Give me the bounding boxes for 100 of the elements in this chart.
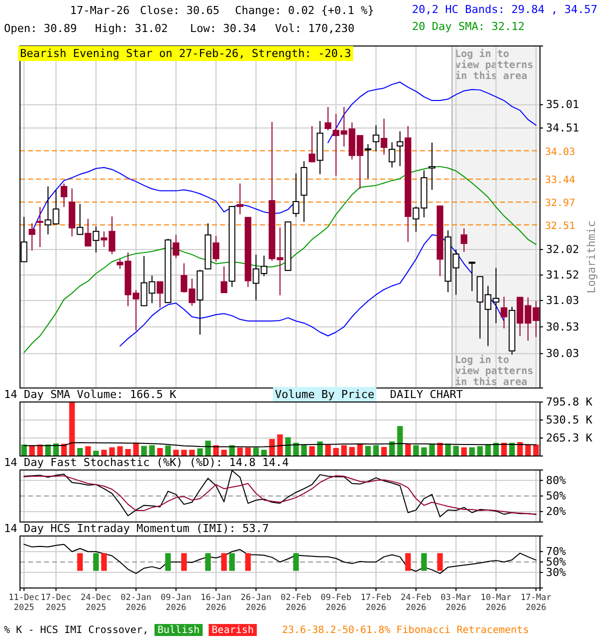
legend-title: % K - HCS IMI Crossover, [4,625,148,636]
y-tick-label: 795.8 K [546,396,593,409]
bar [245,448,251,456]
bar [77,448,83,456]
y-tick-label: 50% [546,490,566,503]
x-tick-label: 11-Dec 2025 [8,593,40,613]
candlestick [172,234,180,259]
text: 20,2 HC Bands: 29.84 , 34.57 [412,3,598,16]
bar [69,402,75,456]
bar [309,446,315,456]
candlestick [60,183,68,208]
bar [181,450,187,456]
y-tick-label: 20% [546,505,566,518]
bar [293,442,299,456]
bar [453,446,459,456]
bar [149,445,155,456]
candlestick [428,142,436,190]
x-tick-label: 17-Feb 2026 [360,593,392,613]
x-tick-label: 10-Mar 2026 [480,593,512,613]
candlestick [212,235,220,262]
bar [405,444,411,456]
candlestick [36,206,44,248]
y-tick-label: 530.5 K [546,414,593,427]
candlestick [220,266,228,294]
bar [493,442,499,456]
candlestick [308,126,316,163]
bar [413,445,419,456]
bar [349,446,355,456]
text: Low: 30.34 [190,22,257,35]
candlestick [380,118,388,156]
bar [165,446,171,456]
bar [517,442,523,456]
bar [509,442,515,456]
bar [197,448,203,456]
bar [341,445,347,456]
bar [357,444,363,456]
bar [45,444,51,456]
candlestick [236,183,244,215]
bar [173,450,179,456]
chart-title: 14 Day HCS Intraday Momentum (IMI): 53.7 [4,522,269,535]
label-tag: Volume By Price [273,387,376,402]
y-tick-label: 70% [546,545,566,558]
bar [477,446,483,456]
x-tick-label: 24-Dec 2025 [80,593,112,613]
text: Bearish [212,625,254,636]
y-tick-label: 80% [546,474,566,487]
text: Bullish [158,625,200,636]
bar [461,447,467,456]
bar [381,446,387,456]
line-series [24,166,536,354]
bar [445,444,451,456]
candlestick [372,124,380,152]
text: 20 Day SMA: 32.12 [412,20,525,33]
bar [93,450,99,456]
candlestick [500,296,508,329]
ref-line-label: 32.97 [545,198,576,210]
bar [389,441,395,456]
bar [501,442,507,456]
bar [365,446,371,456]
bar [261,450,267,456]
candlestick [396,130,404,167]
bar [533,444,539,456]
text: Close: 30.65 [140,4,220,17]
candlestick [76,204,84,236]
bar [157,448,163,456]
x-tick-label: 26-Jan 2026 [240,593,272,613]
ref-line-label: 34.03 [545,146,576,158]
bar [485,444,491,456]
bar [213,445,219,456]
bar [101,450,107,456]
bar [301,444,307,456]
candlestick [292,172,300,218]
text: High: 31.02 [95,22,168,35]
x-tick-label: 02-Jan 2026 [120,593,152,613]
chart-title: 14 Day Fast Stochastic (%K) (%D): 14.8 14.4 [4,456,290,469]
bar [397,426,403,456]
bar [221,450,227,456]
chart-title: 14 Day SMA Volume: 166.5 K [4,388,177,401]
candlestick [84,218,92,247]
bar [525,444,531,456]
line-series [24,544,536,574]
bar [109,447,115,456]
bar [237,448,243,456]
text: 23.6-38.2-50-61.8% Fibonacci Retracements [282,625,529,636]
y-tick-label: 31.52 [546,268,580,282]
bar [269,438,275,456]
text: Vol: 170,230 [275,22,354,35]
bar [429,444,435,456]
x-tick-label: 17-Mar 2026 [520,593,552,613]
y-tick-label: 34.51 [546,122,580,135]
bar [325,444,331,456]
x-tick-label: 03-Mar 2026 [440,593,472,613]
bar [469,447,475,456]
candlestick [28,222,36,252]
bar [53,443,59,456]
candlestick [156,281,164,308]
bar [253,448,259,456]
bar [189,450,195,456]
x-tick-label: 16-Jan 2026 [200,593,232,613]
y-tick-label: 32.02 [546,243,580,256]
